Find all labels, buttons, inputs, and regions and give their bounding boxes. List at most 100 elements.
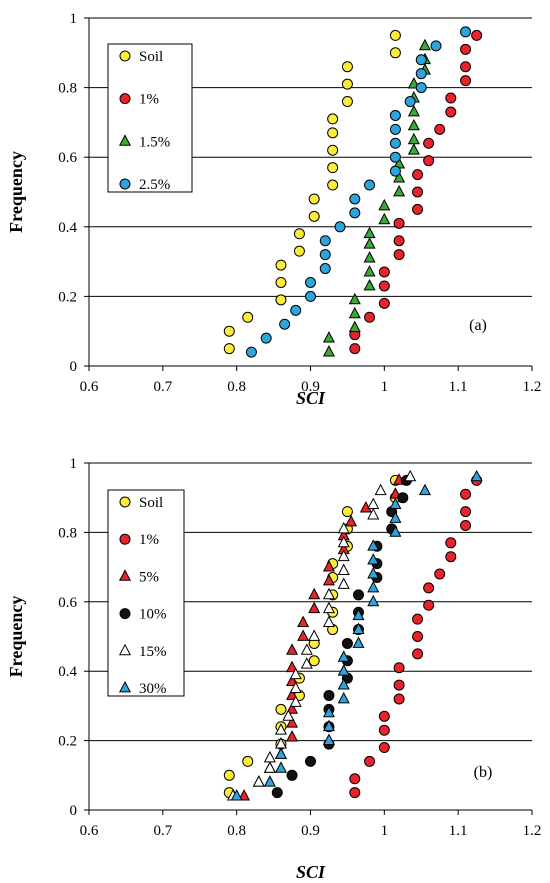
legend-label: Soil <box>139 495 163 511</box>
data-point <box>415 82 427 94</box>
data-point <box>252 775 265 787</box>
data-point <box>393 693 405 705</box>
series-Soil <box>223 29 401 355</box>
data-point <box>334 221 346 233</box>
y-tick-label: 0.8 <box>58 525 77 541</box>
data-point <box>322 560 335 572</box>
data-point <box>327 179 339 191</box>
data-point <box>305 290 316 302</box>
x-tick-label: 0.6 <box>80 379 99 395</box>
data-point <box>389 525 402 537</box>
data-point <box>367 594 380 607</box>
data-point <box>367 507 380 520</box>
data-point <box>407 132 420 145</box>
data-point <box>348 292 361 305</box>
data-point <box>322 573 335 586</box>
data-point <box>286 688 299 700</box>
data-point <box>297 629 310 641</box>
data-point <box>279 318 291 330</box>
data-point <box>337 535 350 548</box>
data-point <box>352 589 364 601</box>
data-point <box>349 207 361 219</box>
data-point <box>275 276 287 288</box>
series-5% <box>238 473 406 801</box>
data-point <box>349 343 361 355</box>
data-point <box>378 724 390 736</box>
legend: Soil 1% 1.5% 2.5% <box>107 43 193 193</box>
data-point <box>460 506 472 518</box>
data-point <box>412 631 424 642</box>
data-point <box>275 259 287 271</box>
y-axis-title: Frequency <box>6 151 26 233</box>
data-point <box>418 483 431 496</box>
data-point <box>305 755 316 767</box>
data-point <box>349 773 361 785</box>
data-point <box>378 710 390 722</box>
data-point <box>418 38 431 51</box>
data-point <box>348 306 361 319</box>
data-point <box>367 580 380 593</box>
data-point <box>274 761 287 773</box>
data-point <box>412 613 424 625</box>
data-point <box>367 553 380 565</box>
data-point <box>322 705 335 718</box>
data-point <box>308 601 321 614</box>
data-point <box>415 54 427 66</box>
data-point <box>389 123 401 135</box>
data-point <box>230 789 243 801</box>
x-tick-label: 0.7 <box>153 823 172 839</box>
legend-label: 1% <box>139 532 159 548</box>
data-point <box>412 186 424 198</box>
y-tick-label: 0.4 <box>58 220 77 236</box>
legend-label: 1.5% <box>139 134 170 150</box>
y-tick-label: 0.2 <box>58 289 77 305</box>
legend-marker <box>118 569 132 581</box>
data-point <box>367 497 380 510</box>
data-point <box>430 40 442 52</box>
data-point <box>445 92 457 104</box>
data-point <box>289 695 302 707</box>
data-point <box>349 787 361 799</box>
legend-marker <box>119 50 131 62</box>
data-point <box>412 203 424 215</box>
x-tick-label: 0.7 <box>153 379 172 395</box>
data-point <box>286 730 299 742</box>
data-point <box>445 106 457 118</box>
data-point <box>415 68 427 80</box>
data-point <box>337 664 350 676</box>
legend: Soil 1% 5% 10% 15% 30% <box>107 489 185 697</box>
legend-label: 30% <box>139 681 167 697</box>
data-point <box>327 127 339 139</box>
data-point <box>404 96 416 108</box>
y-tick-label: 0.6 <box>58 595 77 611</box>
data-point <box>389 165 401 177</box>
x-tick-label: 0.8 <box>227 379 246 395</box>
legend-marker <box>119 533 131 545</box>
data-point <box>352 608 365 621</box>
data-point <box>363 226 376 239</box>
legend-label: 5% <box>139 569 159 585</box>
series-10% <box>271 474 412 799</box>
data-point <box>242 311 254 323</box>
data-point <box>378 212 391 225</box>
data-point <box>293 228 305 240</box>
data-point <box>423 599 435 611</box>
x-tick-label: 1 <box>381 823 389 839</box>
data-point <box>460 75 472 87</box>
data-point <box>308 210 320 222</box>
data-point <box>407 118 420 131</box>
data-point <box>263 775 276 787</box>
y-tick-label: 0 <box>70 359 78 375</box>
y-axis-title: Frequency <box>6 596 26 678</box>
data-point <box>364 179 376 191</box>
x-axis-title: SCI <box>296 388 326 408</box>
data-point <box>260 332 272 344</box>
data-point <box>322 615 335 628</box>
x-tick-label: 0.6 <box>80 823 99 839</box>
data-point <box>286 660 299 673</box>
series-15% <box>226 469 417 801</box>
x-tick-label: 1.2 <box>523 379 542 395</box>
legend-marker <box>118 680 132 693</box>
data-point <box>393 662 405 674</box>
x-tick-label: 1 <box>381 379 389 395</box>
